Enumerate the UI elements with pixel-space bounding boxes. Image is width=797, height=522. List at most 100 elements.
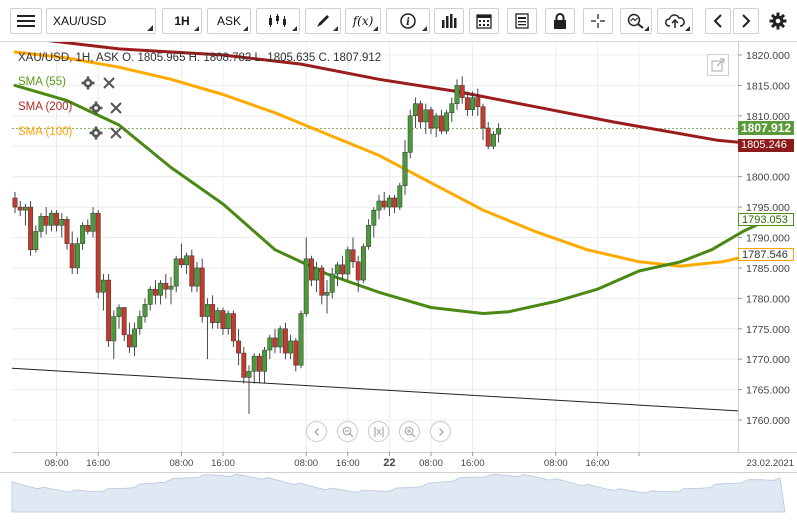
timeframe-label: 1H — [174, 14, 190, 28]
gear-icon[interactable] — [81, 76, 95, 90]
candle-body — [111, 316, 117, 342]
candle-body — [74, 243, 80, 269]
x-tick-label: 08:00 — [45, 458, 69, 469]
candle-body — [392, 197, 398, 208]
calendar-button[interactable] — [469, 8, 499, 34]
price-type-label: ASK — [216, 14, 241, 28]
zoom-in-button[interactable] — [399, 421, 420, 442]
navigator[interactable] — [0, 472, 797, 522]
price-chart[interactable]: 1820.0001815.0001810.0001805.0001800.000… — [0, 42, 797, 522]
scroll-right-button[interactable] — [430, 421, 451, 442]
candle-body — [438, 115, 444, 132]
candle-body — [355, 261, 361, 281]
sma-100-line — [13, 50, 771, 268]
report-button[interactable] — [507, 8, 537, 34]
candle-body — [230, 313, 236, 342]
y-tick-label: 1760.000 — [746, 415, 790, 427]
candle-body — [277, 328, 283, 348]
candles — [12, 76, 502, 414]
expand-button[interactable] — [707, 54, 729, 76]
next-button[interactable] — [733, 8, 759, 34]
candle-body — [470, 97, 476, 110]
legend-label: SMA (100) — [18, 126, 73, 138]
candle-body — [490, 133, 496, 147]
price-tag-sma-200: 1805.246 — [738, 139, 794, 152]
candle-body — [272, 337, 278, 348]
lock-icon — [554, 13, 566, 29]
candle-body — [433, 115, 439, 129]
candle-body — [163, 282, 169, 290]
legend-sma-55[interactable]: SMA (55) — [18, 76, 66, 88]
expand-icon — [711, 58, 725, 72]
x-tick-label: 16:00 — [211, 458, 235, 469]
candle-body — [293, 340, 299, 366]
zoom-out-button[interactable] — [337, 421, 358, 442]
info-button[interactable]: i — [386, 8, 430, 34]
candle-body — [444, 112, 450, 132]
reset-view-icon — [373, 426, 384, 437]
candle-body — [241, 352, 247, 378]
legend-controls — [81, 76, 122, 140]
candle-body — [48, 212, 54, 226]
candle-body — [147, 288, 153, 305]
legend-sma-200[interactable]: SMA (200) — [18, 101, 72, 113]
candle-body — [454, 85, 460, 104]
cloud-upload-button[interactable] — [657, 8, 693, 34]
candle-body — [371, 209, 377, 226]
candle-body — [43, 215, 49, 226]
y-tick-label: 1780.000 — [746, 293, 790, 305]
candle-body — [324, 292, 330, 296]
settings-button[interactable] — [764, 8, 792, 34]
symbol-label: XAU/USD — [53, 14, 107, 28]
candle-body — [314, 267, 320, 281]
candle-body — [236, 340, 242, 354]
candle-type-button[interactable] — [256, 8, 300, 34]
y-tick-label: 1770.000 — [746, 354, 790, 366]
chevron-right-icon — [438, 427, 444, 436]
price-type-button[interactable]: ASK — [207, 8, 251, 34]
y-tick-label: 1795.000 — [746, 202, 790, 214]
candle-body — [402, 152, 408, 187]
draw-button[interactable] — [305, 8, 341, 34]
close-icon[interactable] — [110, 102, 122, 114]
crosshair-button[interactable] — [583, 8, 613, 34]
candle-body — [397, 185, 403, 208]
symbol-input[interactable]: XAU/USD — [46, 8, 156, 34]
reset-view-button[interactable] — [368, 421, 389, 442]
candle-body — [121, 307, 127, 336]
function-icon: f(x) — [352, 14, 374, 28]
volume-button[interactable] — [434, 8, 464, 34]
candle-body — [132, 328, 138, 348]
menu-button[interactable] — [10, 8, 42, 34]
zoom-button[interactable] — [620, 8, 652, 34]
candle-body — [246, 371, 252, 378]
lock-button[interactable] — [545, 8, 575, 34]
prev-button[interactable] — [705, 8, 731, 34]
candle-body — [204, 304, 210, 317]
legend-sma-100[interactable]: SMA (100) — [18, 126, 72, 138]
close-icon[interactable] — [103, 77, 115, 89]
zoom-out-icon — [342, 426, 353, 437]
candle-body — [340, 264, 346, 275]
candle-body — [59, 219, 65, 226]
candle-body — [329, 273, 335, 293]
candle-body — [152, 288, 158, 296]
candle-body — [319, 267, 325, 296]
candle-body — [334, 264, 340, 275]
chevron-left-icon — [313, 427, 319, 436]
function-button[interactable]: f(x) — [345, 8, 381, 34]
candle-body — [308, 258, 314, 281]
info-icon: i — [400, 13, 416, 29]
legend-label: SMA (200) — [18, 101, 73, 113]
candle-body — [158, 282, 164, 296]
candle-body — [106, 279, 112, 342]
y-tick-label: 1820.000 — [746, 50, 790, 62]
close-icon[interactable] — [110, 127, 122, 139]
candle-body — [178, 258, 184, 266]
timeframe-button[interactable]: 1H — [162, 8, 202, 34]
gear-icon[interactable] — [89, 101, 103, 115]
candle-body — [28, 206, 34, 250]
candle-body — [485, 127, 491, 147]
scroll-left-button[interactable] — [306, 421, 327, 442]
gear-icon[interactable] — [89, 126, 103, 140]
